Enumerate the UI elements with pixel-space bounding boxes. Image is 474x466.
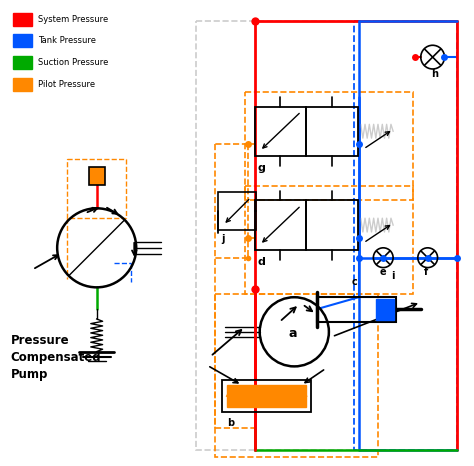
Bar (13, 13, 32, 26)
Text: h: h (431, 69, 438, 79)
Text: c: c (352, 277, 357, 288)
Bar (89, 167, 105, 185)
Bar (227, 385, 306, 407)
Bar (218, 192, 256, 230)
Bar (255, 107, 306, 156)
Text: g: g (258, 163, 265, 173)
Bar (376, 299, 394, 320)
Text: Pressure
Compensated
Pump: Pressure Compensated Pump (11, 334, 101, 381)
Bar (222, 380, 311, 412)
Text: e: e (379, 267, 386, 277)
Text: b: b (227, 418, 234, 428)
Bar (13, 78, 32, 91)
Text: Suction Pressure: Suction Pressure (38, 58, 109, 67)
Text: j: j (221, 234, 225, 244)
Bar (13, 34, 32, 47)
Bar (317, 297, 396, 322)
Text: Pilot Pressure: Pilot Pressure (38, 80, 96, 89)
Bar (13, 56, 32, 69)
Text: a: a (288, 327, 297, 340)
Bar (255, 200, 306, 250)
Text: d: d (258, 257, 265, 267)
Text: System Pressure: System Pressure (38, 14, 109, 24)
Text: Tank Pressure: Tank Pressure (38, 36, 96, 45)
Text: i: i (391, 271, 395, 281)
Bar (306, 200, 357, 250)
Bar (306, 107, 357, 156)
Text: f: f (424, 267, 428, 277)
